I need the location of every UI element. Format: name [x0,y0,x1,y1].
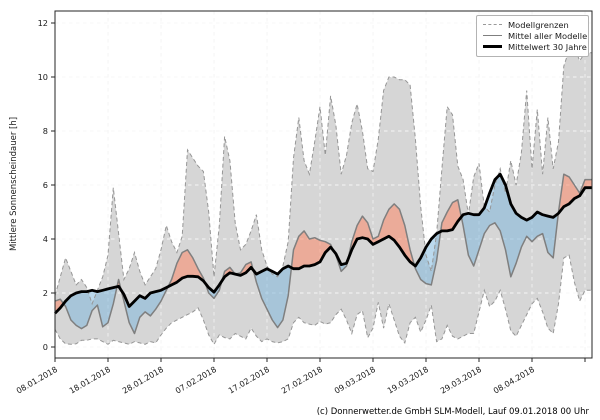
legend-item-modellgrenzen: Modellgrenzen [483,19,582,30]
legend-label: Modellgrenzen [508,19,569,30]
model-upper-bound-line [54,46,592,306]
y-tick-label: 6 [43,180,48,190]
y-tick-label: 10 [38,72,48,82]
y-tick-label: 4 [43,234,48,244]
climate-mean-line [54,172,592,315]
black-line-sample [483,45,502,48]
y-tick-label: 2 [43,288,48,298]
legend-box: Modellgrenzen Mittel aller Modelle Mitte… [476,15,589,57]
legend-label: Mittelwert 30 Jahre [508,41,587,52]
model-mean-line [54,173,592,335]
legend-label: Mittel aller Modelle [508,30,588,41]
gray-line-sample [483,35,502,36]
y-tick-label: 12 [38,18,48,28]
above-normal-fill [55,174,592,314]
legend-item-mittel-aller-modelle: Mittel aller Modelle [483,30,587,41]
legend-item-mittelwert-30-jahre: Mittelwert 30 Jahre [483,41,587,52]
model-lower-bound-line [54,254,592,346]
y-axis-label: Mittlere Sonnenscheindauer [h] [9,116,19,252]
dashed-line-sample [483,24,502,25]
y-tick-label: 0 [43,342,48,352]
copyright-caption: (c) Donnerwetter.de GmbH SLM-Modell, Lau… [316,407,589,417]
y-tick-label: 8 [43,126,48,136]
